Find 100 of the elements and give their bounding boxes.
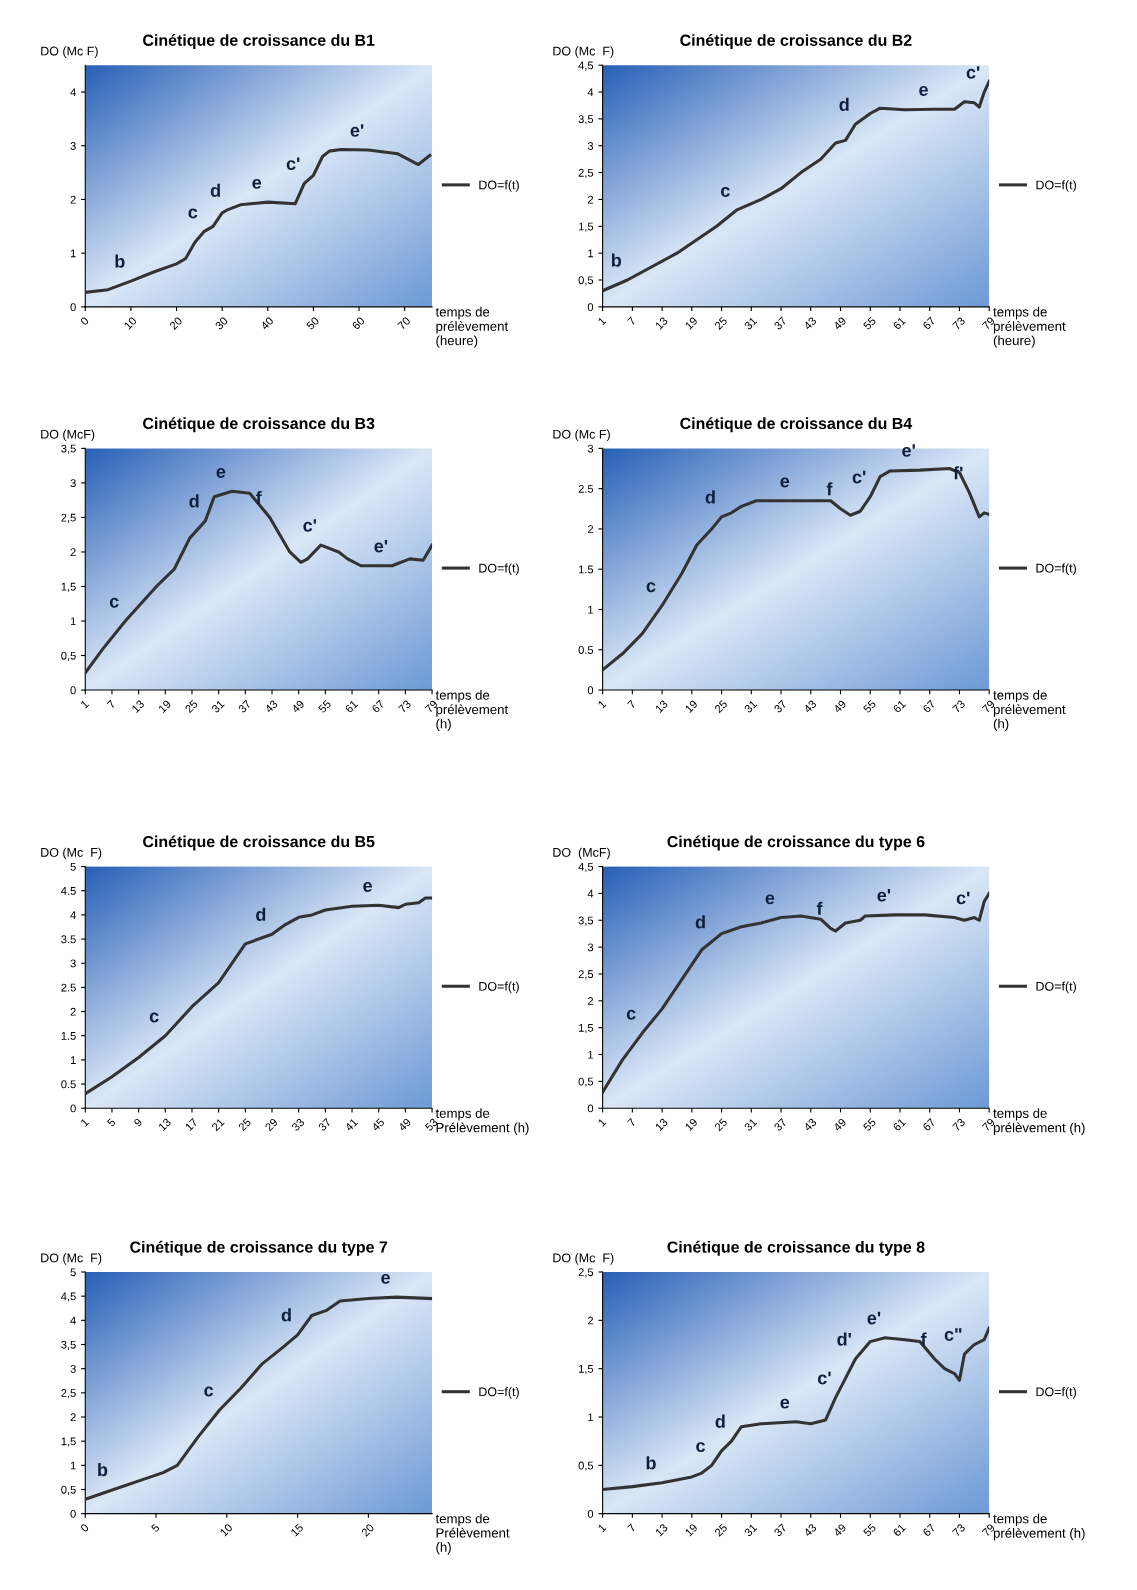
x-tick-label: 7	[627, 699, 637, 709]
y-tick-label: 1	[588, 249, 594, 258]
y-tick-label: 2,5	[578, 970, 594, 980]
x-tick-label: 37	[317, 1117, 332, 1132]
annotation: b	[115, 254, 125, 268]
x-tick-label: 37	[773, 699, 788, 714]
annotation: d	[715, 1414, 725, 1428]
annotation: d	[839, 97, 849, 111]
x-tick-label: 37	[773, 316, 788, 331]
annotation: c	[646, 582, 656, 593]
x-tick-label: 73	[397, 699, 412, 714]
annotation: e	[919, 86, 928, 96]
x-tick-label: 19	[158, 699, 172, 713]
y-tick-label: 2,5	[61, 513, 76, 523]
chart-title: Cinétique de croissance du B5	[143, 835, 375, 851]
annotation: b	[98, 1462, 108, 1477]
y-tick-label: 3,5	[578, 115, 594, 125]
x-tick-label: 0	[79, 1523, 90, 1533]
x-tick-label: 19	[684, 1523, 698, 1537]
x-tick-label: 31	[211, 699, 225, 714]
y-tick-label: 3,5	[61, 1340, 76, 1350]
y-tick-label: 0.5	[61, 1080, 76, 1089]
x-tick-label: 25	[714, 316, 728, 331]
annotation: f	[920, 1332, 927, 1346]
x-tick-label: 67	[371, 699, 385, 714]
y-axis-title: DO (Mc F)	[553, 1253, 614, 1265]
y-tick-label: 5	[70, 862, 76, 871]
x-tick-label: 25	[184, 699, 199, 714]
y-tick-label: 2	[587, 1316, 594, 1325]
x-tick-label: 37	[773, 1117, 788, 1132]
y-tick-label: 1,5	[578, 1024, 594, 1034]
x-tick-label: 55	[317, 699, 332, 714]
annotation: b	[646, 1456, 656, 1470]
chart-title: Cinétique de croissance du B4	[680, 417, 913, 433]
y-axis-title: DO (McF)	[41, 429, 95, 442]
legend-label: DO=f(t)	[479, 180, 519, 192]
x-tick-label: 7	[627, 1117, 637, 1127]
x-tick-label: 31	[743, 316, 758, 331]
x-tick-label: 61	[892, 316, 907, 331]
y-tick-label: 3,5	[578, 916, 594, 926]
x-tick-label: 41	[344, 1117, 359, 1132]
x-tick-label: 17	[184, 1117, 198, 1132]
annotation: c'	[817, 1371, 831, 1385]
x-tick-label: 25	[714, 1523, 728, 1537]
legend-label: DO=f(t)	[1036, 180, 1076, 192]
x-tick-label: 61	[892, 699, 907, 714]
x-tick-label: 0	[79, 316, 90, 326]
x-tick-label: 50	[305, 316, 320, 331]
y-tick-label: 1	[588, 1413, 594, 1422]
y-tick-label: 2,5	[578, 168, 594, 179]
y-tick-label: 2	[70, 548, 76, 556]
x-tick-label: 9	[133, 1117, 143, 1128]
annotation: d	[256, 907, 266, 921]
x-tick-label: 40	[260, 316, 274, 331]
annotation: f	[816, 901, 823, 915]
annotation: c	[109, 597, 119, 608]
x-tick-label: 15	[290, 1523, 304, 1537]
x-tick-label: 55	[862, 1523, 877, 1537]
x-tick-label: 49	[291, 699, 305, 714]
x-tick-label: 55	[862, 316, 877, 331]
y-tick-label: 2,5	[61, 1389, 76, 1399]
annotation: e	[765, 894, 775, 905]
annotation: c	[188, 208, 198, 219]
x-tick-label: 1	[597, 316, 607, 326]
y-tick-label: 4	[587, 88, 594, 97]
annotation: f	[826, 482, 833, 496]
annotation: e'	[902, 444, 915, 457]
y-axis-title: DO (Mc F)	[41, 46, 98, 58]
annotation: e	[780, 1398, 790, 1409]
y-tick-label: 3	[587, 142, 594, 150]
x-tick-label: 13	[158, 1117, 172, 1132]
y-axis-title: DO (McF)	[553, 847, 610, 860]
chart-title: Cinétique de croissance du type 6	[667, 835, 925, 851]
annotation: d	[210, 183, 220, 197]
y-tick-label: 2	[70, 195, 76, 204]
chart-title: Cinétique de croissance du B1	[143, 34, 375, 50]
y-tick-label: 4,5	[61, 1292, 76, 1302]
y-tick-label: 2	[587, 525, 594, 533]
line-series	[85, 896, 433, 1096]
y-tick-label: 0	[70, 1104, 76, 1113]
annotation: c'	[852, 470, 866, 484]
x-tick-label: 70	[397, 316, 411, 330]
x-tick-label: 49	[832, 1523, 847, 1538]
x-tick-label: 30	[214, 316, 229, 331]
x-tick-label: 1	[80, 1117, 90, 1127]
x-tick-label: 43	[803, 699, 817, 714]
y-tick-label: 1,5	[61, 1437, 76, 1447]
x-axis-title: temps de Prélèvement (h)	[435, 1513, 510, 1555]
y-tick-label: 0,5	[61, 651, 76, 661]
x-tick-label: 7	[627, 316, 637, 326]
x-tick-label: 7	[106, 699, 116, 709]
y-tick-label: 2	[587, 997, 594, 1005]
y-tick-label: 2.5	[61, 983, 76, 992]
x-tick-label: 5	[106, 1117, 116, 1128]
annotation: c'	[286, 157, 300, 171]
y-axis-title: DO (Mc F)	[553, 429, 610, 442]
annotation: c	[149, 1012, 159, 1023]
x-tick-label: 73	[952, 1117, 966, 1132]
line-series	[85, 489, 433, 675]
y-tick-label: 2.5	[578, 484, 594, 493]
